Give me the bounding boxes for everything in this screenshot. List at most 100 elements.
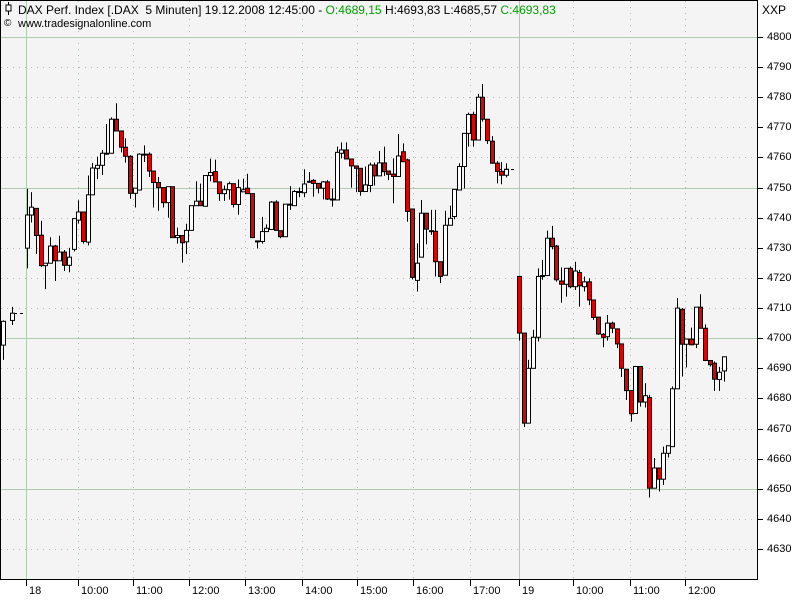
candle: [694, 306, 699, 349]
candle-body: [703, 327, 708, 361]
candle-body: [161, 187, 166, 204]
candle: [90, 162, 95, 196]
candle-body: [545, 237, 550, 277]
candle-body: [471, 113, 476, 141]
candle: [147, 152, 152, 178]
candle-body: [222, 189, 227, 195]
candle: [245, 173, 250, 195]
candle: [198, 183, 203, 207]
candle: [104, 124, 109, 155]
candle: [184, 223, 189, 255]
candle: [652, 458, 657, 489]
candle: [236, 179, 241, 215]
candle: [302, 169, 307, 198]
candle: [647, 394, 652, 498]
candle-body: [231, 183, 236, 205]
candle-body: [466, 113, 471, 134]
candle-body: [1, 320, 6, 346]
y-tick-label: 4750: [767, 181, 792, 194]
candle: [517, 275, 522, 341]
candle-body: [278, 230, 283, 238]
source-link[interactable]: www.tradesignalonline.com: [18, 18, 152, 30]
candle: [536, 268, 541, 342]
candle: [717, 366, 722, 391]
candle-body: [485, 118, 490, 142]
candle-body: [170, 186, 175, 239]
y-tick-label: 4660: [767, 452, 792, 465]
candle: [386, 170, 391, 181]
y-tick-label: 4680: [767, 391, 792, 404]
candle-body: [499, 170, 504, 176]
candle-body: [67, 256, 72, 266]
candle: [213, 159, 218, 183]
candle-body: [358, 167, 363, 193]
candle-body: [476, 96, 481, 141]
candle: [405, 158, 410, 222]
candle-body: [401, 151, 406, 163]
candle: [151, 170, 156, 208]
candle: [114, 103, 119, 132]
candle-body: [133, 187, 138, 194]
candle-body: [292, 191, 297, 207]
candle: [100, 149, 105, 175]
candle: [577, 269, 582, 307]
candle: [137, 153, 142, 191]
candle-body: [708, 359, 713, 366]
candle: [722, 356, 727, 382]
candle: [123, 138, 128, 163]
x-tick-label: 10:00: [576, 585, 604, 597]
candle-body: [391, 173, 396, 177]
x-tick-label: 19: [522, 585, 535, 597]
candle: [231, 183, 236, 208]
y-tick-label: 4640: [767, 512, 792, 525]
candle-body: [377, 162, 382, 177]
candle: [476, 93, 481, 141]
candle-body: [203, 175, 208, 207]
x-tick-label: 17:00: [473, 585, 501, 597]
candle-body: [330, 198, 335, 201]
candle: [708, 359, 713, 367]
candle-body: [307, 180, 312, 183]
candle-body: [349, 158, 354, 167]
candle-body: [123, 146, 128, 157]
x-tick-label: 11:00: [633, 585, 660, 597]
candle-body: [57, 251, 62, 262]
candle-body: [339, 149, 344, 154]
candle-body: [643, 395, 648, 403]
candle-body: [438, 261, 443, 277]
candle: [76, 200, 81, 224]
candle-body: [137, 153, 142, 191]
candle-body: [591, 299, 596, 318]
candle-body: [227, 183, 232, 191]
low-value: L:4685,57: [443, 3, 498, 17]
candle: [344, 142, 349, 160]
candle: [330, 188, 335, 207]
candle: [499, 161, 504, 185]
candle: [712, 361, 717, 391]
candle-body: [119, 130, 124, 148]
candle-body: [128, 155, 133, 194]
candle-body: [405, 159, 410, 212]
candle: [684, 338, 689, 368]
candle-body: [151, 170, 156, 183]
candle: [10, 306, 15, 325]
y-tick-label: 4730: [767, 241, 792, 254]
candle: [633, 365, 638, 414]
close-value: C:4693,83: [500, 3, 556, 17]
candle-body: [180, 234, 185, 244]
candle: [661, 446, 666, 485]
candle: [1, 320, 6, 360]
candle: [189, 205, 194, 231]
candle: [382, 146, 387, 176]
candle-body: [386, 170, 391, 175]
candle-body: [666, 445, 671, 454]
candle: [485, 118, 490, 144]
candle: [582, 276, 587, 292]
candle-body: [462, 132, 467, 168]
candle: [339, 142, 344, 159]
candle-body: [72, 218, 77, 250]
candle-body: [670, 388, 675, 448]
candle-body: [147, 153, 152, 172]
candle-body: [596, 316, 601, 335]
candle-body: [236, 187, 241, 205]
